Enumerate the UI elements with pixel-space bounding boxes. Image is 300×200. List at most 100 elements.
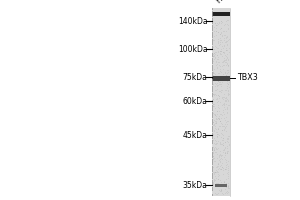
Point [218, 20, 223, 23]
Point [212, 171, 216, 175]
Point [223, 58, 228, 62]
Point [214, 67, 219, 70]
Point [212, 22, 217, 25]
Point [217, 89, 222, 92]
Point [212, 138, 217, 142]
Point [216, 61, 221, 64]
Point [211, 71, 215, 74]
Point [216, 40, 220, 43]
Point [210, 154, 215, 157]
Point [210, 59, 215, 62]
Point [217, 96, 222, 100]
Point [211, 147, 216, 151]
Point [215, 152, 220, 156]
Point [220, 30, 225, 33]
Point [225, 111, 230, 114]
Point [218, 84, 223, 87]
Point [213, 107, 218, 110]
Point [212, 25, 216, 29]
Point [214, 171, 219, 174]
Point [220, 95, 224, 98]
Point [220, 60, 225, 63]
Point [225, 172, 230, 175]
Point [225, 166, 230, 169]
Point [221, 50, 226, 54]
Point [214, 109, 219, 112]
Point [215, 110, 220, 113]
Point [210, 71, 215, 75]
Point [222, 124, 227, 127]
Point [211, 83, 215, 86]
Point [224, 105, 229, 108]
Point [225, 164, 230, 168]
Point [219, 27, 224, 30]
Point [224, 130, 229, 133]
Point [226, 103, 231, 106]
Point [220, 113, 224, 116]
Point [222, 187, 227, 190]
Point [216, 153, 221, 157]
Point [214, 117, 218, 120]
Point [221, 139, 226, 142]
Point [214, 168, 218, 172]
Point [226, 174, 231, 177]
Point [217, 184, 222, 188]
Point [217, 94, 221, 98]
Point [216, 162, 221, 165]
Point [218, 50, 222, 53]
Point [214, 156, 219, 160]
Point [215, 22, 220, 25]
Point [220, 143, 225, 146]
Point [218, 117, 223, 120]
Point [219, 53, 224, 56]
Point [218, 156, 223, 159]
Point [221, 72, 226, 75]
Point [225, 61, 230, 64]
Point [226, 143, 231, 146]
Point [220, 165, 224, 168]
Point [220, 45, 225, 48]
Point [211, 181, 215, 184]
Point [211, 102, 215, 105]
Point [226, 103, 231, 106]
Point [218, 142, 223, 145]
Point [225, 145, 230, 148]
Point [216, 39, 221, 42]
Point [215, 170, 220, 173]
Point [222, 98, 227, 102]
Point [224, 168, 229, 171]
Point [218, 190, 223, 193]
Point [221, 50, 226, 53]
Point [226, 170, 231, 173]
Point [226, 134, 231, 137]
Point [211, 97, 216, 100]
Point [224, 88, 228, 91]
Point [218, 30, 223, 33]
Point [222, 45, 227, 48]
Point [214, 118, 219, 121]
Point [214, 100, 219, 103]
Point [223, 107, 228, 110]
Point [217, 159, 221, 162]
Point [215, 82, 220, 85]
Point [218, 153, 223, 156]
Point [222, 140, 227, 144]
Point [219, 125, 224, 128]
Point [216, 117, 220, 120]
Point [214, 23, 219, 27]
Point [225, 181, 230, 184]
Point [222, 51, 227, 54]
Text: 45kDa: 45kDa [183, 130, 208, 140]
Point [214, 147, 219, 150]
Point [211, 182, 216, 185]
Point [214, 61, 218, 64]
Point [220, 40, 225, 43]
Point [212, 52, 217, 55]
Point [213, 191, 218, 194]
Point [217, 117, 221, 121]
Point [224, 60, 228, 63]
Point [224, 98, 229, 101]
Point [214, 151, 218, 154]
Point [215, 175, 220, 178]
Point [225, 162, 230, 166]
